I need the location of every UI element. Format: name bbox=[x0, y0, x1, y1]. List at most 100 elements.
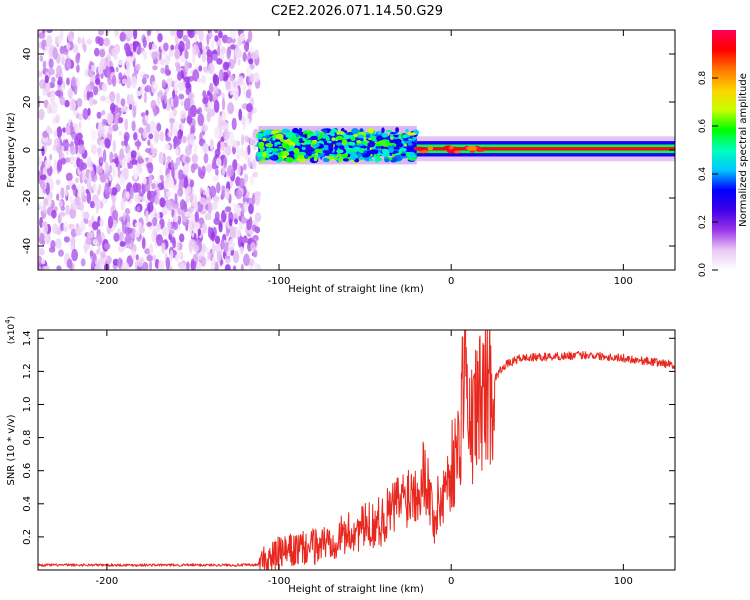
heatmap-noise-cell bbox=[148, 41, 153, 51]
heatmap-noise-cell bbox=[96, 165, 104, 175]
heatmap-noise-cell bbox=[67, 31, 75, 42]
heatmap-noise-cell bbox=[83, 211, 90, 220]
heatmap-noise-cell bbox=[78, 144, 86, 155]
heatmap-noise-cell bbox=[228, 218, 233, 227]
heatmap-noise-cell bbox=[222, 61, 230, 71]
heatmap-noise-cell bbox=[211, 242, 215, 256]
heatmap-noise-cell bbox=[92, 182, 97, 192]
heatmap-noise-cell bbox=[38, 226, 41, 240]
heatmap-noise-cell bbox=[163, 91, 167, 105]
colorbar-tick-label: 0.0 bbox=[698, 263, 708, 278]
heatmap-noise-cell bbox=[153, 130, 160, 143]
heatmap-noise-cell bbox=[244, 135, 249, 142]
heatmap-noise-cell bbox=[96, 111, 102, 119]
y-tick-label: 0.2 bbox=[22, 529, 33, 545]
heatmap-noise-cell bbox=[179, 233, 185, 243]
y-tick-label: 1.0 bbox=[22, 397, 33, 413]
x-tick-label: -100 bbox=[268, 576, 291, 587]
heatmap-noise-cell bbox=[225, 36, 233, 44]
heatmap-transition-cell bbox=[381, 148, 388, 154]
heatmap-noise-cell bbox=[45, 81, 51, 94]
heatmap-noise-cell bbox=[119, 148, 124, 160]
heatmap-transition-cell bbox=[405, 128, 409, 133]
heatmap-noise-cell bbox=[71, 133, 75, 140]
heatmap-noise-cell bbox=[175, 254, 180, 262]
heatmap-noise-cell bbox=[66, 43, 71, 49]
heatmap-noise-cell bbox=[182, 135, 187, 144]
heatmap-transition-cell bbox=[265, 157, 269, 161]
heatmap-noise-cell bbox=[113, 153, 118, 159]
heatmap-noise-cell bbox=[203, 153, 209, 164]
heatmap-noise-cell bbox=[157, 33, 163, 43]
heatmap-noise-cell bbox=[70, 76, 77, 87]
heatmap-transition-cell bbox=[276, 141, 281, 145]
heatmap-noise-cell bbox=[252, 158, 257, 170]
heatmap-noise-cell bbox=[71, 98, 75, 109]
heatmap-noise-cell bbox=[141, 195, 147, 203]
heatmap-noise-cell bbox=[197, 113, 204, 126]
heatmap-noise-cell bbox=[221, 97, 226, 111]
heatmap-noise-cell bbox=[59, 45, 65, 55]
heatmap-noise-cell bbox=[38, 101, 41, 108]
heatmap-noise-cell bbox=[205, 45, 210, 51]
heatmap-noise-cell bbox=[108, 175, 112, 182]
heatmap-noise-cell bbox=[64, 142, 70, 148]
heatmap-noise-cell bbox=[183, 98, 191, 111]
heatmap-noise-cell bbox=[239, 33, 246, 41]
heatmap-noise-cell bbox=[204, 213, 212, 221]
heatmap-noise-cell bbox=[99, 49, 106, 58]
heatmap-transition-cell bbox=[263, 150, 273, 153]
heatmap-noise-cell bbox=[166, 54, 171, 62]
heatmap-noise-cell bbox=[233, 89, 239, 101]
heatmap-transition-cell bbox=[407, 156, 411, 159]
heatmap-noise-cell bbox=[201, 49, 207, 63]
heatmap-noise-cell bbox=[234, 218, 239, 225]
heatmap-noise-cell bbox=[78, 158, 84, 172]
heatmap-noise-cell bbox=[159, 131, 164, 142]
heatmap-transition-cell bbox=[286, 132, 291, 137]
heatmap-noise-cell bbox=[234, 253, 240, 261]
heatmap-noise-cell bbox=[99, 218, 104, 227]
heatmap-noise-cell bbox=[115, 66, 119, 73]
heatmap-noise-cell bbox=[65, 185, 71, 190]
heatmap-transition-cell bbox=[313, 156, 318, 162]
heatmap-noise-cell bbox=[89, 245, 94, 252]
heatmap-noise-cell bbox=[214, 235, 221, 245]
heatmap-noise-cell bbox=[218, 30, 223, 39]
heatmap-noise-cell bbox=[56, 265, 62, 270]
heatmap-transition-cell bbox=[318, 153, 325, 157]
heatmap-noise-cell bbox=[135, 183, 142, 193]
heatmap-noise-cell bbox=[190, 179, 195, 188]
heatmap-noise-cell bbox=[65, 204, 70, 216]
heatmap-noise-cell bbox=[178, 81, 185, 91]
heatmap-noise-cell bbox=[148, 174, 153, 187]
heatmap-transition-cell bbox=[318, 132, 327, 136]
y-tick-label: 0.6 bbox=[22, 463, 33, 479]
heatmap-noise-cell bbox=[90, 170, 96, 180]
heatmap-noise-cell bbox=[197, 166, 202, 178]
heatmap-noise-cell bbox=[189, 219, 196, 231]
heatmap-noise-cell bbox=[55, 238, 62, 249]
heatmap-noise-cell bbox=[176, 64, 181, 72]
heatmap-noise-cell bbox=[122, 156, 127, 169]
x-tick-label: 100 bbox=[614, 576, 633, 587]
heatmap-noise-cell bbox=[187, 206, 194, 213]
heatmap-noise-cell bbox=[59, 211, 66, 217]
colorbar-label: Normalized spectral amplitude bbox=[738, 73, 749, 227]
heatmap-noise-cell bbox=[166, 156, 172, 161]
heatmap-transition-cell bbox=[400, 155, 408, 159]
heatmap-noise-cell bbox=[238, 75, 244, 85]
heatmap-noise-cell bbox=[216, 157, 222, 167]
heatmap-noise-cell bbox=[243, 173, 249, 183]
heatmap-transition-cell bbox=[373, 154, 377, 159]
heatmap-transition-cell bbox=[369, 149, 379, 155]
heatmap-noise-cell bbox=[153, 106, 157, 117]
snr-frame bbox=[37, 329, 676, 571]
heatmap-noise-cell bbox=[110, 102, 116, 113]
snr-panel: -200 -100 0 100 0.2 0.4 0.6 0.8 1.0 1.2 1.4 Height… bbox=[4, 316, 676, 595]
heatmap-noise-cell bbox=[213, 74, 220, 87]
y-tick-label: 20 bbox=[22, 96, 33, 109]
heatmap-noise-cell bbox=[225, 188, 230, 201]
